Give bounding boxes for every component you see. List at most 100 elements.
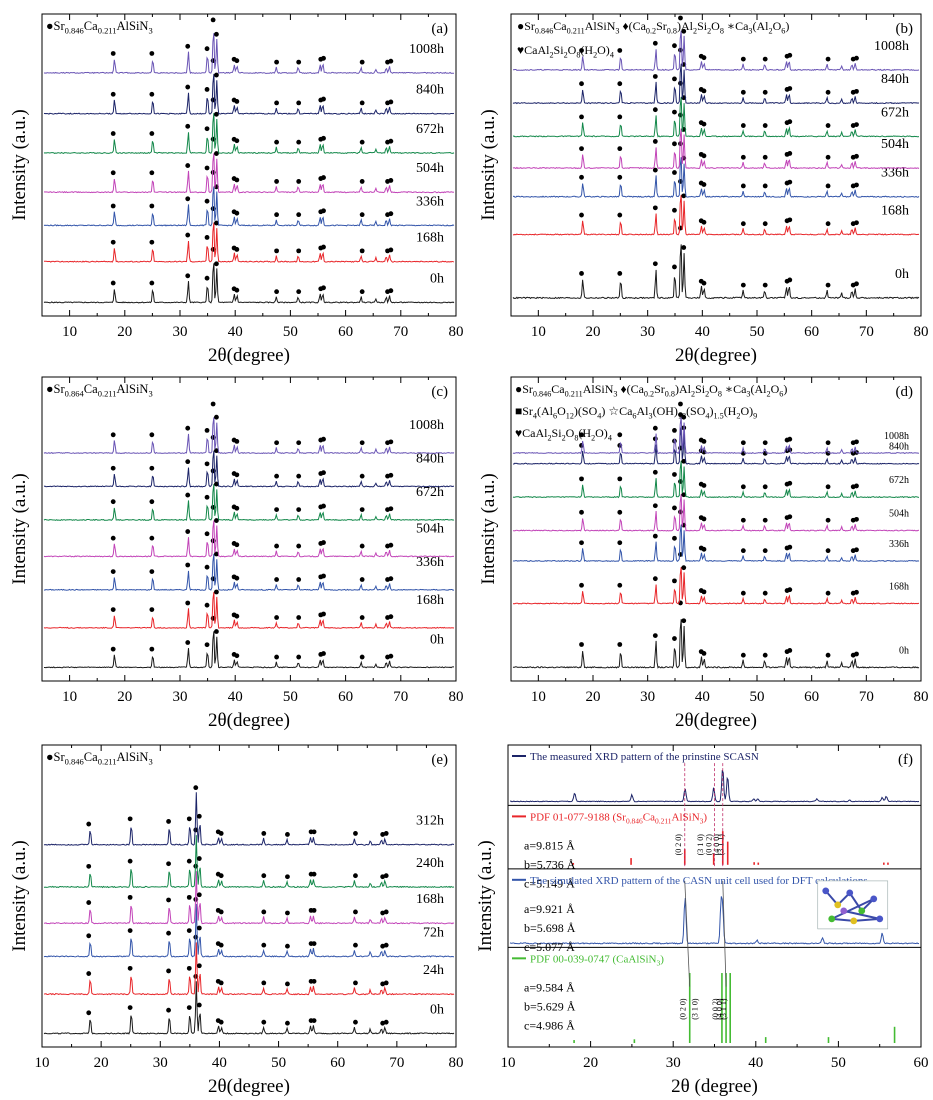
series-label-672h: 672h <box>881 105 909 120</box>
peak-marker <box>359 507 365 512</box>
trace-1008h <box>43 33 455 75</box>
x-axis-ticks: 10 20 30 40 50 60 70 80 <box>41 377 464 705</box>
peak-marker <box>110 280 116 286</box>
peak-marker <box>579 271 584 276</box>
peak-marker <box>579 642 584 647</box>
peak-marker <box>196 963 202 969</box>
peak-marker <box>740 282 746 288</box>
trace-240h <box>43 835 455 889</box>
peak-marker <box>166 1007 171 1013</box>
peak-marker <box>127 965 133 971</box>
panel-a: 10 20 30 40 50 60 70 80 2θ(degree) Intensity (a.u… <box>9 13 464 366</box>
peak-marker <box>672 76 677 82</box>
peak-marker <box>353 909 358 915</box>
peak-marker <box>825 652 831 658</box>
peak-marker <box>825 517 831 523</box>
peak-marker <box>127 858 133 864</box>
x-tick-label: 30 <box>666 1055 681 1071</box>
peak-marker <box>617 81 623 87</box>
peak-marker <box>186 816 192 822</box>
series-label-168h: 168h <box>416 231 444 246</box>
peak-marker <box>787 151 793 156</box>
panel-e: 10 20 30 40 50 60 70 80 2θ(degree) Intensity (a.u… <box>9 744 464 1097</box>
peak-marker <box>701 153 707 159</box>
peak-marker <box>110 535 116 541</box>
peak-marker <box>149 499 155 505</box>
x-axis-ticks: 10 20 30 40 50 60 70 80 <box>35 745 464 1071</box>
peak-marker <box>854 182 859 188</box>
series-label-1008h: 1008h <box>409 418 444 433</box>
peak-marker <box>261 831 267 836</box>
peak-marker <box>185 232 191 238</box>
peak-marker <box>353 942 358 948</box>
peak-marker <box>149 569 155 574</box>
peak-marker <box>617 271 623 276</box>
peak-marker <box>762 590 768 596</box>
peak-marker <box>234 575 240 581</box>
peak-marker <box>166 930 171 936</box>
legend-entry: PDF 01-077-9188 (Sr0.846​Ca0.211​AlSiN3​… <box>530 811 707 825</box>
x-tick-label: 50 <box>271 1055 286 1071</box>
peak-marker <box>740 154 746 160</box>
peak-marker <box>185 459 191 465</box>
series-label-840h: 840h <box>889 442 909 453</box>
peak-marker <box>218 831 224 836</box>
peak-marker <box>86 900 92 905</box>
peak-marker <box>204 428 210 433</box>
lattice-parameter: c=5.149 Å <box>524 876 575 890</box>
series-label-336h: 336h <box>881 166 909 181</box>
y-axis-label: Intensity (a.u.) <box>9 109 30 220</box>
peak-marker <box>762 282 768 288</box>
peak-marker <box>652 261 658 267</box>
x-axis-label: 2θ(degree) <box>208 710 290 731</box>
series-label-0h: 0h <box>430 632 444 647</box>
trace-312h <box>43 792 455 846</box>
peak-marker <box>787 277 793 283</box>
peak-marker <box>214 414 219 420</box>
peak-marker <box>285 981 290 987</box>
peak-marker <box>701 589 707 595</box>
peak-marker <box>762 440 768 446</box>
y-axis-label: Intensity (a.u.) <box>9 840 30 951</box>
peak-marker <box>321 244 326 250</box>
peak-marker <box>854 483 859 489</box>
x-tick-label: 40 <box>695 324 710 340</box>
trace-840h <box>512 63 920 105</box>
lattice-parameter: a=9.584 Å <box>524 980 575 994</box>
guide-arrow <box>722 880 727 987</box>
peak-marker <box>825 89 831 95</box>
peak-marker <box>617 48 623 53</box>
peak-marker <box>186 1005 192 1011</box>
peak-marker <box>388 542 394 548</box>
bond <box>848 892 863 912</box>
hkl-label: (4 0 0) <box>715 998 724 1020</box>
peak-marker <box>762 123 768 128</box>
peak-marker <box>274 289 279 295</box>
trace-504h <box>512 128 920 170</box>
peak-marker <box>185 273 191 279</box>
series-label-168h: 168h <box>889 581 909 592</box>
peak-marker <box>740 590 746 596</box>
peak-marker <box>311 978 317 984</box>
legend-entry: ♥CaAl2​Si2​O8​(H2​O)4​ <box>517 43 614 59</box>
peak-marker <box>110 465 116 471</box>
trace-0h <box>44 631 454 669</box>
peak-marker <box>388 211 394 217</box>
peak-marker <box>359 577 365 582</box>
peak-marker <box>285 832 290 837</box>
sub-panel-3: The simulated XRD pattern of the CASN un… <box>509 875 920 954</box>
peak-marker <box>652 425 658 431</box>
atom <box>822 887 830 895</box>
series-label-72h: 72h <box>423 925 444 940</box>
plot-frame <box>41 744 457 1048</box>
x-axis-label: 2θ(degree) <box>675 345 757 366</box>
legend-entry: ●Sr0.846​Ca0.211​AlSiN3​ ♦(Ca0.2​Sr0.8​)… <box>517 19 789 35</box>
peak-marker <box>311 871 317 877</box>
trace-0h <box>43 263 455 305</box>
peak-marker <box>617 509 623 515</box>
peak-marker <box>383 831 389 836</box>
x-tick-label: 70 <box>859 324 874 340</box>
peak-marker <box>234 542 240 548</box>
peak-marker <box>825 590 831 596</box>
index-guides <box>684 763 727 987</box>
